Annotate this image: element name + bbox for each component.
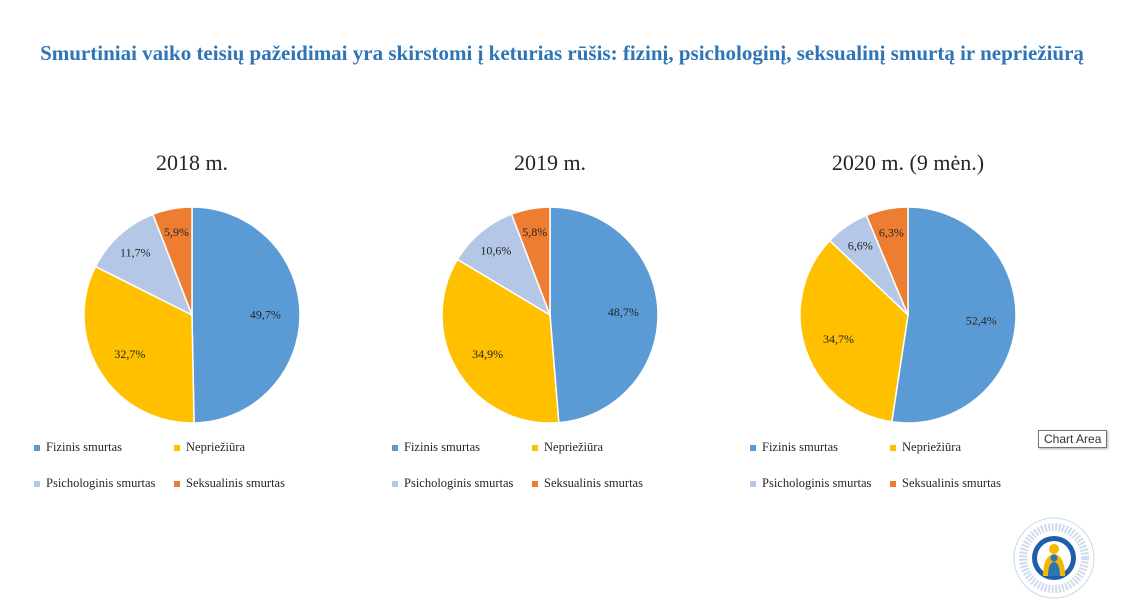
legend-swatch	[532, 444, 538, 451]
legend-swatch	[890, 444, 896, 451]
pie-slice-fizinis-smurtas[interactable]	[890, 206, 1017, 424]
chart-area-tooltip: Chart Area	[1038, 430, 1108, 448]
legend-swatch	[890, 480, 896, 487]
pie-slice-seksualinis-smurtas[interactable]	[510, 206, 551, 316]
legend-item-psichologinis-smurtas: Psichologinis smurtas	[750, 476, 871, 491]
legend-item-seksualinis-smurtas: Seksualinis smurtas	[532, 476, 643, 491]
data-label-psichologinis-smurtas: 11,7%	[120, 246, 151, 260]
legend-label: Psichologinis smurtas	[404, 476, 514, 490]
pie-slice-neprieziura[interactable]	[83, 265, 195, 424]
pie-slice-fizinis-smurtas[interactable]	[191, 206, 301, 424]
legend-item-seksualinis-smurtas: Seksualinis smurtas	[174, 476, 285, 491]
pie-slice-seksualinis-smurtas[interactable]	[865, 206, 909, 316]
legend-swatch	[750, 480, 756, 487]
legend-swatch	[34, 480, 40, 487]
data-label-neprieziura: 34,7%	[823, 332, 854, 346]
legend-label: Fizinis smurtas	[762, 440, 839, 454]
legend-swatch	[750, 444, 756, 451]
legend-item-fizinis-smurtas: Fizinis smurtas	[392, 440, 480, 455]
chart-main-title: Smurtiniai vaiko teisių pažeidimai yra s…	[40, 41, 1084, 65]
chart-title-2019: 2019 m.	[513, 150, 587, 175]
legend-label: Fizinis smurtas	[404, 440, 481, 454]
legend-swatch	[174, 444, 180, 451]
pie-svg-2020: 52,4% 34,7% 6,6% 6,3%	[799, 206, 1017, 424]
legend-item-seksualinis-smurtas: Seksualinis smurtas	[890, 476, 1001, 491]
legend-item-psichologinis-smurtas: Psichologinis smurtas	[34, 476, 155, 491]
pie-slice-psichologinis-smurtas[interactable]	[456, 213, 552, 317]
legend-label: Fizinis smurtas	[46, 440, 123, 454]
pie-svg-2019: 48,7% 34,9% 10,6% 5,8%	[441, 206, 659, 424]
legend-swatch	[392, 444, 398, 451]
data-label-fizinis-smurtas: 52,4%	[966, 314, 997, 328]
data-label-seksualinis-smurtas: 5,8%	[522, 225, 547, 239]
chart-title-2018: 2018 m.	[155, 150, 229, 175]
legend-item-neprieziura: Nepriežiūra	[174, 440, 245, 455]
data-label-psichologinis-smurtas: 10,6%	[480, 243, 511, 257]
legend-item-neprieziura: Nepriežiūra	[890, 440, 961, 455]
data-label-fizinis-smurtas: 49,7%	[250, 307, 281, 321]
legend-swatch	[392, 480, 398, 487]
pie-slice-fizinis-smurtas[interactable]	[549, 206, 659, 424]
legend-label: Seksualinis smurtas	[902, 476, 1001, 490]
pie-slice-seksualinis-smurtas[interactable]	[151, 206, 193, 316]
legend-label: Psichologinis smurtas	[762, 476, 872, 490]
pie-slice-neprieziura[interactable]	[799, 239, 909, 423]
legend-item-psichologinis-smurtas: Psichologinis smurtas	[392, 476, 513, 491]
legend-item-neprieziura: Nepriežiūra	[532, 440, 603, 455]
data-label-seksualinis-smurtas: 5,9%	[164, 225, 189, 239]
legend-label: Nepriežiūra	[544, 440, 603, 454]
legend-label: Psichologinis smurtas	[46, 476, 156, 490]
pie-chart-2020[interactable]: 2020 m. (9 mėn.) 52,4% 34,7% 6,6% 6,3% Fizi…	[750, 150, 1124, 500]
legend-item-fizinis-smurtas: Fizinis smurtas	[34, 440, 122, 455]
pie-chart-2018[interactable]: 2018 m. 49,7% 32,7% 11,7% 5,9% Fizinis smur…	[34, 150, 432, 500]
legend-label: Nepriežiūra	[902, 440, 961, 454]
legend-item-fizinis-smurtas: Fizinis smurtas	[750, 440, 838, 455]
pie-chart-2019[interactable]: 2019 m. 48,7% 34,9% 10,6% 5,8% Fizinis smur…	[392, 150, 790, 500]
legend-swatch	[174, 480, 180, 487]
organization-logo	[1013, 517, 1095, 599]
legend-swatch	[34, 444, 40, 451]
legend-label: Seksualinis smurtas	[544, 476, 643, 490]
data-label-neprieziura: 32,7%	[114, 347, 145, 361]
pie-svg-2018: 49,7% 32,7% 11,7% 5,9%	[83, 206, 301, 424]
data-label-fizinis-smurtas: 48,7%	[608, 305, 639, 319]
legend-label: Seksualinis smurtas	[186, 476, 285, 490]
data-label-seksualinis-smurtas: 6,3%	[879, 225, 904, 239]
legend-swatch	[532, 480, 538, 487]
pie-slice-neprieziura[interactable]	[441, 258, 560, 424]
chart-title-2020: 2020 m. (9 mėn.)	[831, 150, 985, 175]
pie-slice-psichologinis-smurtas[interactable]	[94, 213, 194, 317]
data-label-psichologinis-smurtas: 6,6%	[848, 239, 873, 253]
legend-label: Nepriežiūra	[186, 440, 245, 454]
data-label-neprieziura: 34,9%	[472, 347, 503, 361]
